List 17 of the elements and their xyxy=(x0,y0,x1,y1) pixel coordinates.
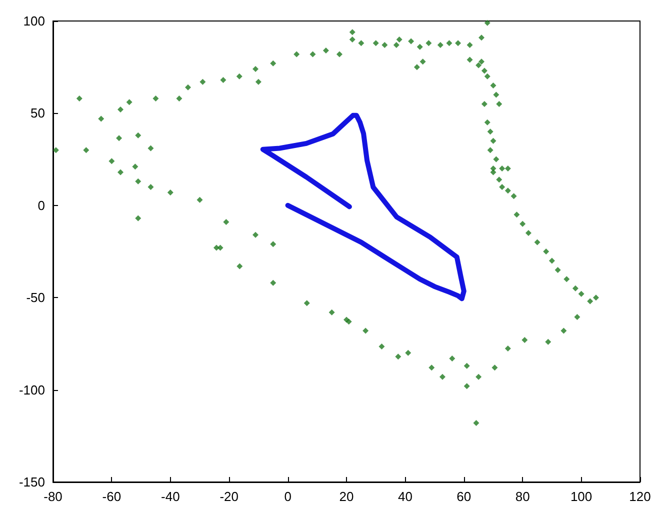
x-tick-label: 0 xyxy=(284,489,292,504)
y-tick-label: -150 xyxy=(18,474,45,490)
x-tick-label: 100 xyxy=(570,489,592,504)
x-tick-label: 120 xyxy=(629,489,651,504)
x-tick-label: -80 xyxy=(44,489,62,504)
x-tick-label: 60 xyxy=(456,489,472,504)
y-tick-label: 50 xyxy=(30,106,45,121)
y-tick-label: -50 xyxy=(26,290,45,306)
x-tick-label: 20 xyxy=(339,489,354,504)
x-tick-label: -20 xyxy=(220,489,238,504)
x-tick-label: -40 xyxy=(161,489,180,504)
x-tick-label: 40 xyxy=(398,489,412,504)
y-tick-label: 100 xyxy=(23,14,45,28)
x-tick-label: 80 xyxy=(515,489,530,504)
y-tick-label: 0 xyxy=(38,198,45,213)
y-tick-label: -100 xyxy=(18,382,45,398)
x-tick-label: -60 xyxy=(102,489,122,504)
